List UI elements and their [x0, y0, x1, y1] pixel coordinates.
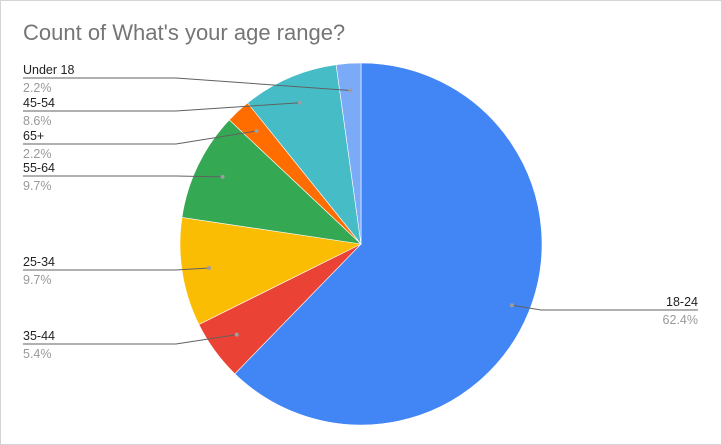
pie-slice-under-18[interactable]	[335, 62, 362, 245]
leader-dot-55-64	[220, 174, 225, 179]
leader-dot-35-44	[234, 332, 239, 337]
leader-line-25-34	[23, 267, 210, 271]
pie-slice-55-64[interactable]	[181, 119, 362, 245]
slice-label-55-64: 55-64	[23, 161, 55, 175]
slice-percent-35-44: 5.4%	[23, 347, 52, 361]
leader-dot-65	[254, 129, 259, 134]
slice-percent-under-18: 2.2%	[23, 81, 52, 95]
slice-labels: 18-24 62.4% 35-44 5.4% 25-34 9.7% 55-64 9.7% 65+…	[23, 63, 698, 361]
slice-percent-65: 2.2%	[23, 147, 52, 161]
leader-lines	[23, 77, 698, 345]
leader-line-45-54	[23, 102, 301, 112]
pie-slice-18-24[interactable]	[234, 62, 543, 426]
leader-dot-45-54	[298, 100, 303, 105]
leader-dot-under-18	[348, 88, 353, 93]
pie-slice-45-54[interactable]	[247, 64, 362, 246]
leader-line-55-64	[23, 175, 223, 178]
slice-percent-25-34: 9.7%	[23, 273, 52, 287]
leader-line-35-44	[23, 334, 237, 345]
slice-label-65: 65+	[23, 129, 44, 143]
slice-percent-55-64: 9.7%	[23, 179, 52, 193]
slice-label-45-54: 45-54	[23, 96, 55, 110]
leader-line-18-24	[511, 304, 698, 311]
slice-label-35-44: 35-44	[23, 329, 55, 343]
leader-dot-18-24	[509, 303, 514, 308]
slice-label-25-34: 25-34	[23, 255, 55, 269]
leader-line-65	[23, 130, 257, 145]
pie-slices	[179, 62, 543, 426]
chart-title: Count of What's your age range?	[23, 20, 346, 45]
slice-percent-18-24: 62.4%	[663, 313, 698, 327]
slice-label-under-18: Under 18	[23, 63, 74, 77]
leader-line-under-18	[23, 77, 351, 92]
pie-slice-25-34[interactable]	[179, 217, 362, 325]
leader-dot-25-34	[207, 266, 212, 271]
slice-label-18-24: 18-24	[666, 295, 698, 309]
slice-percent-45-54: 8.6%	[23, 114, 52, 128]
